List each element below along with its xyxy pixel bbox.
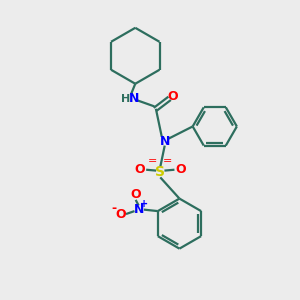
Text: N: N: [129, 92, 140, 105]
Text: +: +: [140, 199, 148, 209]
Text: O: O: [168, 90, 178, 103]
Text: N: N: [160, 135, 170, 148]
Text: S: S: [155, 165, 165, 179]
Text: O: O: [176, 163, 186, 176]
Text: O: O: [116, 208, 126, 220]
Text: N: N: [134, 203, 144, 216]
Text: =: =: [148, 157, 158, 166]
Text: O: O: [130, 188, 141, 200]
Text: =: =: [163, 157, 172, 166]
Text: -: -: [112, 202, 117, 215]
Text: O: O: [134, 163, 145, 176]
Text: H: H: [121, 94, 130, 104]
